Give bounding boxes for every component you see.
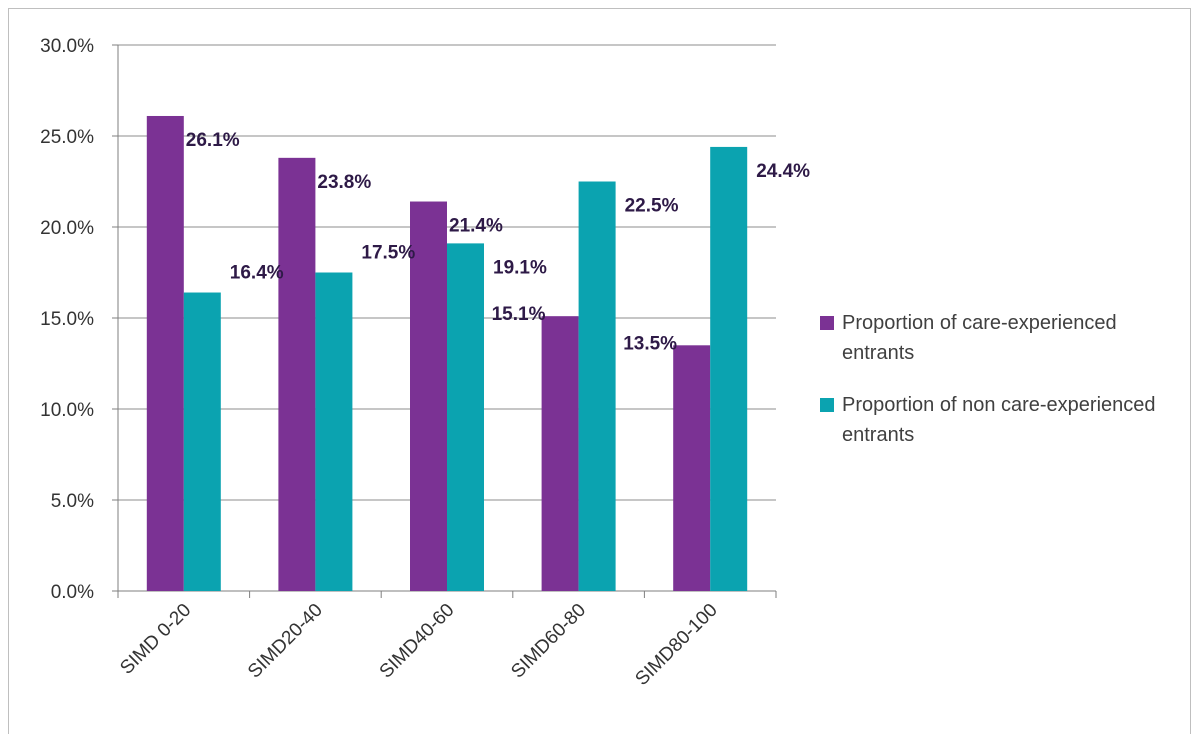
y-tick-label: 15.0% xyxy=(40,309,94,330)
data-label-non-care-experienced: 24.4% xyxy=(756,161,810,182)
y-tick-label: 20.0% xyxy=(40,218,94,239)
data-label-care-experienced: 15.1% xyxy=(492,304,546,325)
data-label-care-experienced: 21.4% xyxy=(449,216,503,237)
data-label-care-experienced: 13.5% xyxy=(623,333,677,354)
legend-swatch-non-care-experienced xyxy=(820,398,834,412)
legend-label-care-experienced: Proportion of care-experienced entrants xyxy=(842,312,1117,364)
bars xyxy=(146,115,748,592)
x-tick-label: SIMD20-40 xyxy=(244,600,327,683)
bar-care-experienced xyxy=(541,316,579,591)
legend-item-care-experienced: Proportion of care-experienced entrants xyxy=(820,308,1190,368)
data-label-non-care-experienced: 17.5% xyxy=(361,243,415,264)
bar-non-care-experienced xyxy=(315,272,353,591)
y-tick-label: 5.0% xyxy=(51,491,94,512)
chart-frame xyxy=(8,8,1191,734)
bar-non-care-experienced xyxy=(578,181,616,591)
data-label-non-care-experienced: 22.5% xyxy=(625,196,679,217)
bar-care-experienced xyxy=(673,345,711,591)
data-label-care-experienced: 23.8% xyxy=(317,172,371,193)
x-tick-label: SIMD 0-20 xyxy=(116,600,195,679)
legend-item-non-care-experienced: Proportion of non care-experienced entra… xyxy=(820,390,1190,450)
data-labels: 26.1% 16.4% 23.8% 17.5% 21.4% 19.1% 15.1% 22.5%… xyxy=(186,130,810,354)
bar-care-experienced xyxy=(410,201,447,591)
data-label-non-care-experienced: 16.4% xyxy=(230,263,284,284)
x-tick-label: SIMD40-60 xyxy=(376,600,459,683)
x-tick-label: SIMD60-80 xyxy=(507,600,590,683)
bar-non-care-experienced xyxy=(447,243,484,591)
bar-non-care-experienced xyxy=(710,146,748,592)
x-tick-label: SIMD80-100 xyxy=(631,600,721,690)
y-tick-label: 30.0% xyxy=(40,36,94,57)
data-label-non-care-experienced: 19.1% xyxy=(493,257,547,278)
y-tick-label: 25.0% xyxy=(40,127,94,148)
bar-care-experienced xyxy=(278,157,316,591)
legend-swatch-care-experienced xyxy=(820,316,834,330)
y-tick-label: 0.0% xyxy=(51,582,94,603)
y-tick-label: 10.0% xyxy=(40,400,94,421)
bar-non-care-experienced xyxy=(183,292,221,591)
legend-label-non-care-experienced: Proportion of non care-experienced entra… xyxy=(842,394,1156,446)
data-label-care-experienced: 26.1% xyxy=(186,130,240,151)
bar-care-experienced xyxy=(146,115,184,591)
legend: Proportion of care-experienced entrants … xyxy=(820,308,1190,472)
